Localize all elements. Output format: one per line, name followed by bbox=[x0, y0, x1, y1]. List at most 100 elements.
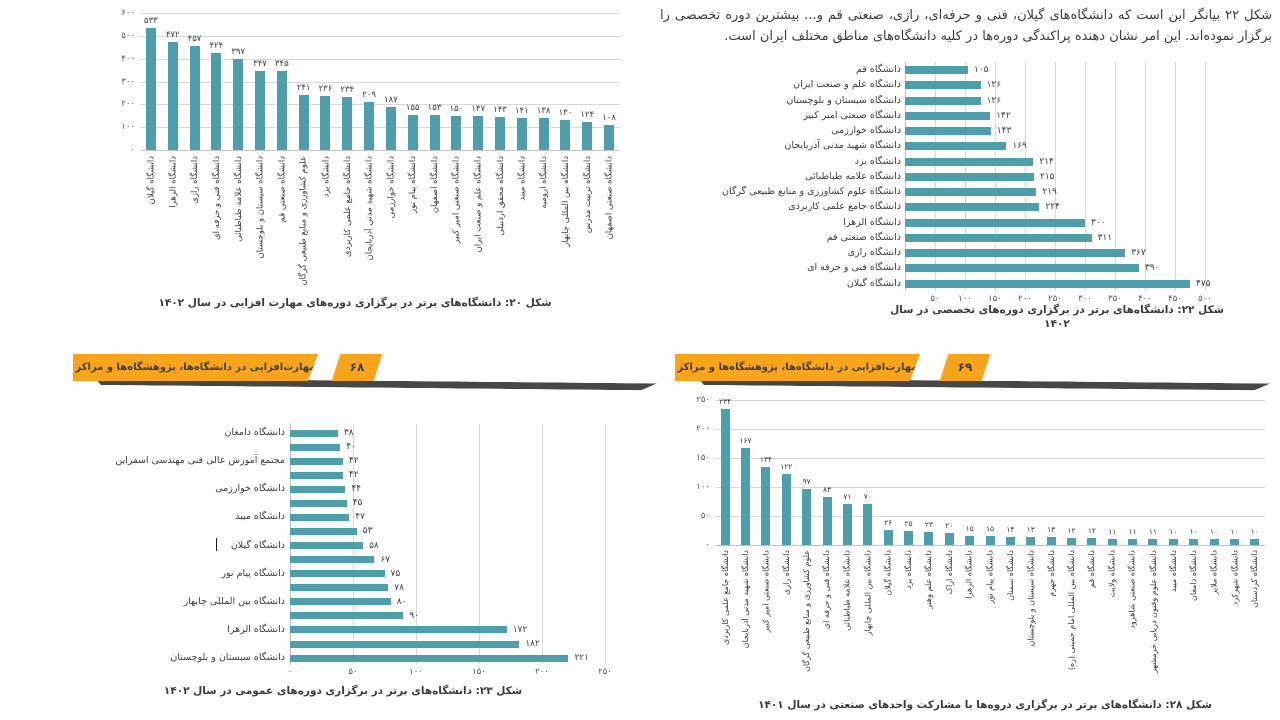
bar bbox=[905, 218, 1085, 227]
value-label: ۸۳ bbox=[823, 484, 832, 494]
value-label: ۱۰ bbox=[1250, 527, 1259, 537]
value-label: ۳۱۱ bbox=[1097, 232, 1113, 243]
value-label: ۱۵ bbox=[965, 524, 974, 534]
x-axis-tick-label: ۵۰۰ bbox=[1198, 294, 1212, 304]
bar bbox=[290, 612, 404, 620]
value-label: ۱۱ bbox=[1128, 526, 1137, 536]
bar bbox=[604, 125, 615, 150]
value-label: ۱۲۶ bbox=[986, 80, 1002, 91]
category-label: دانشگاه گیلان bbox=[846, 277, 901, 289]
bar bbox=[1250, 539, 1260, 545]
value-label: ۴۰ bbox=[346, 442, 357, 453]
value-label: ۲۲۱ bbox=[574, 653, 589, 664]
value-label: ۴۷۵ bbox=[1196, 278, 1211, 289]
bar bbox=[560, 120, 571, 150]
category-label: دانشگاه فنی و حرفه ای bbox=[807, 262, 901, 274]
bar bbox=[290, 598, 391, 606]
value-label: ۳۴۷ bbox=[253, 58, 267, 69]
category-label: دانشگاه بین المللی چابهار bbox=[183, 595, 285, 607]
bar bbox=[905, 96, 981, 105]
value-label: ۱۵۰ bbox=[449, 103, 464, 114]
value-label: ۶۷ bbox=[380, 554, 391, 565]
y-axis-tick-label: ۴۰۰ bbox=[121, 53, 135, 64]
value-label: ۱۳۰ bbox=[558, 108, 573, 119]
bar bbox=[364, 102, 375, 150]
value-label: ۷۵ bbox=[390, 568, 401, 579]
chart-fig22[interactable]: ۵۰ ۱۰۰ ۱۵۰ ۲۰۰ ۲۵۰ ۳۰۰ ۳۵۰ ۴۰۰ ۴۵۰ ۵۰۰ دانشگاه قم ۱… bbox=[672, 56, 1280, 344]
bar bbox=[290, 429, 338, 437]
value-label: ۷۸ bbox=[394, 582, 404, 593]
bar bbox=[1168, 539, 1178, 545]
category-label: دانشگاه الزهرا bbox=[227, 623, 285, 635]
bar bbox=[985, 536, 995, 545]
bar bbox=[905, 66, 968, 74]
value-label: ۱۲۴ bbox=[580, 109, 595, 120]
gridline bbox=[715, 429, 1265, 430]
value-label: ۲۰۹ bbox=[362, 90, 376, 101]
value-label: ۱۶۹ bbox=[1012, 141, 1027, 152]
category-label: دانشگاه پیام نور bbox=[221, 567, 285, 579]
value-label: ۷۱ bbox=[843, 491, 852, 501]
bar bbox=[905, 249, 1126, 257]
intro-paragraph: شکل ۲۲ بیانگر این است که دانشگاه‌های گیل… bbox=[660, 8, 1272, 44]
bar bbox=[741, 448, 751, 545]
value-label: ۱۵۳ bbox=[427, 103, 442, 114]
gridline bbox=[1205, 62, 1206, 291]
value-label: ۱۰ bbox=[1230, 527, 1239, 537]
chart-fig28[interactable]: ۰ ۵۰ ۱۰۰ ۱۵۰ ۲۰۰ ۲۵۰ ۲۳۴ دانشگاه جامع علمی کارب… bbox=[688, 386, 1280, 720]
x-axis-tick-label: ۳۵۰ bbox=[1108, 294, 1122, 304]
bar bbox=[1229, 539, 1239, 545]
category-label: دانشگاه علم و صنعت ایران bbox=[793, 79, 901, 91]
y-axis-tick-label: ۲۰۰ bbox=[696, 424, 710, 434]
value-label: ۴۵۷ bbox=[187, 33, 202, 44]
bar bbox=[905, 81, 981, 90]
category-label: دانشگاه قم bbox=[856, 64, 901, 75]
value-label: ۱۲۶ bbox=[986, 95, 1002, 106]
bar bbox=[905, 172, 1034, 181]
bar bbox=[516, 117, 527, 150]
value-label: ۵۸ bbox=[369, 540, 379, 551]
x-axis-tick-label: ۲۰۰ bbox=[1018, 294, 1032, 304]
x-axis-tick-label: ۱۰۰ bbox=[409, 667, 423, 677]
value-label: ۱۰۸ bbox=[602, 113, 616, 124]
chart-fig23[interactable]: ۰ ۵۰ ۱۰۰ ۱۵۰ ۲۰۰ ۲۵۰ دانشگاه دامغان ۳۸ ۴۰ مجتمع آ… bbox=[78, 418, 612, 710]
text-cursor bbox=[216, 538, 217, 551]
bar bbox=[905, 111, 991, 120]
x-axis-tick-label: ۱۵۰ bbox=[988, 294, 1002, 304]
y-axis-tick-label: ۰ bbox=[130, 145, 135, 155]
value-label: ۱۳۸ bbox=[536, 106, 551, 117]
y-axis-tick-label: ۱۰۰ bbox=[696, 482, 710, 492]
bar bbox=[276, 71, 287, 150]
gridline bbox=[715, 516, 1265, 517]
bar bbox=[290, 570, 385, 578]
value-label: ۳۹۷ bbox=[231, 47, 246, 58]
bar bbox=[233, 59, 244, 150]
bar bbox=[290, 626, 507, 634]
value-label: ۲۴۱ bbox=[296, 82, 311, 93]
bar bbox=[290, 556, 375, 564]
value-label: ۲۵ bbox=[904, 518, 913, 528]
bar bbox=[385, 107, 396, 150]
bar bbox=[145, 28, 156, 150]
bar bbox=[290, 640, 520, 648]
value-label: ۴۷ bbox=[355, 512, 365, 523]
gridline bbox=[1115, 62, 1116, 291]
bar bbox=[905, 157, 1034, 166]
value-label: ۱۴۳ bbox=[493, 105, 507, 116]
bar bbox=[290, 499, 347, 507]
chart-fig20[interactable]: ۰ ۱۰۰ ۲۰۰ ۳۰۰ ۴۰۰ ۵۰۰ ۶۰۰ ۵۳۳ دانشگاه گیلان ۴۷۲ دا… bbox=[75, 0, 635, 348]
value-label: ۵۳ bbox=[362, 526, 373, 537]
value-label: ۹۰ bbox=[409, 610, 420, 621]
value-label: ۳۸ bbox=[343, 428, 354, 438]
bar bbox=[781, 474, 791, 545]
category-label: دانشگاه شهید مدنی آذربایجان bbox=[784, 140, 901, 152]
bar bbox=[883, 529, 893, 545]
bar bbox=[211, 53, 222, 150]
category-label: دانشگاه جامع علمی کاربردی bbox=[788, 201, 901, 213]
banner-bar-right: مهارت‌افزایی در دانشگاه‌ها، پژوهشگاه‌ها … bbox=[675, 354, 920, 381]
bar bbox=[720, 409, 730, 545]
value-label: ۲۳۴ bbox=[340, 84, 355, 95]
bar bbox=[905, 233, 1092, 242]
bar bbox=[290, 654, 569, 662]
value-label: ۱۲ bbox=[1067, 526, 1076, 536]
